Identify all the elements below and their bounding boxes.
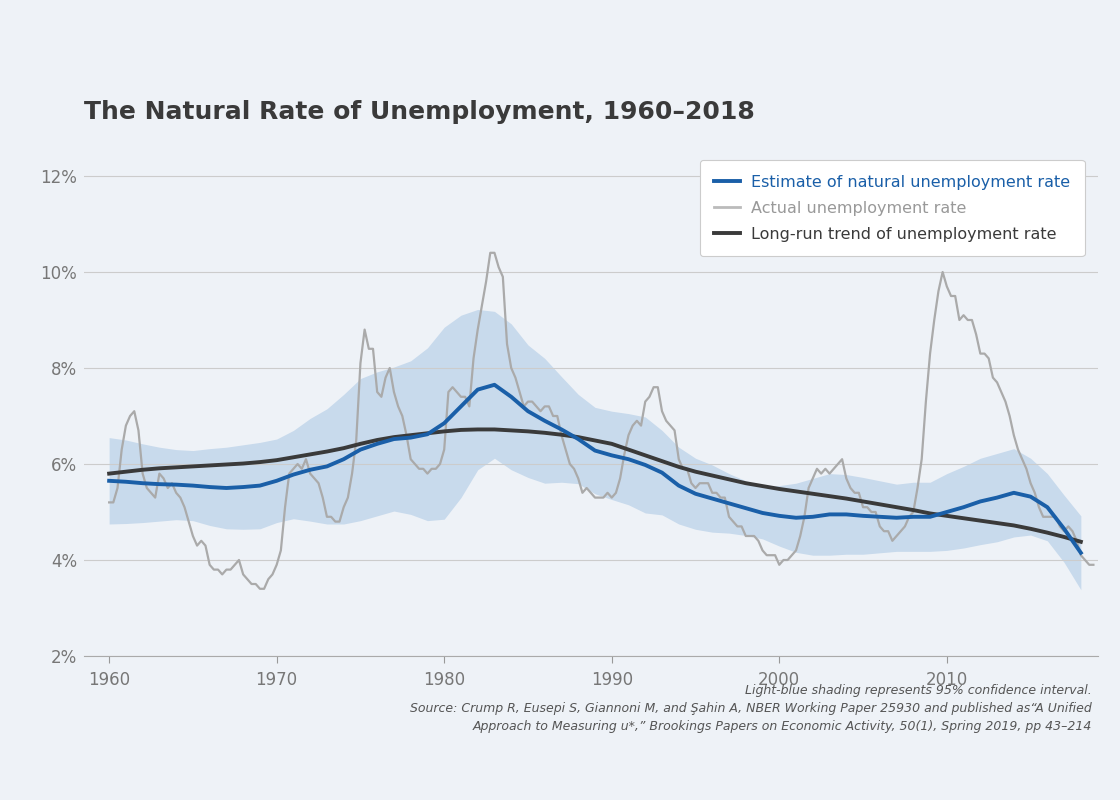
- Legend: Estimate of natural unemployment rate, Actual unemployment rate, Long-run trend : Estimate of natural unemployment rate, A…: [700, 160, 1084, 256]
- Text: Light-blue shading represents 95% confidence interval.
Source: Crump R, Eusepi S: Light-blue shading represents 95% confid…: [410, 684, 1092, 733]
- Text: The Natural Rate of Unemployment, 1960–2018: The Natural Rate of Unemployment, 1960–2…: [84, 100, 755, 124]
